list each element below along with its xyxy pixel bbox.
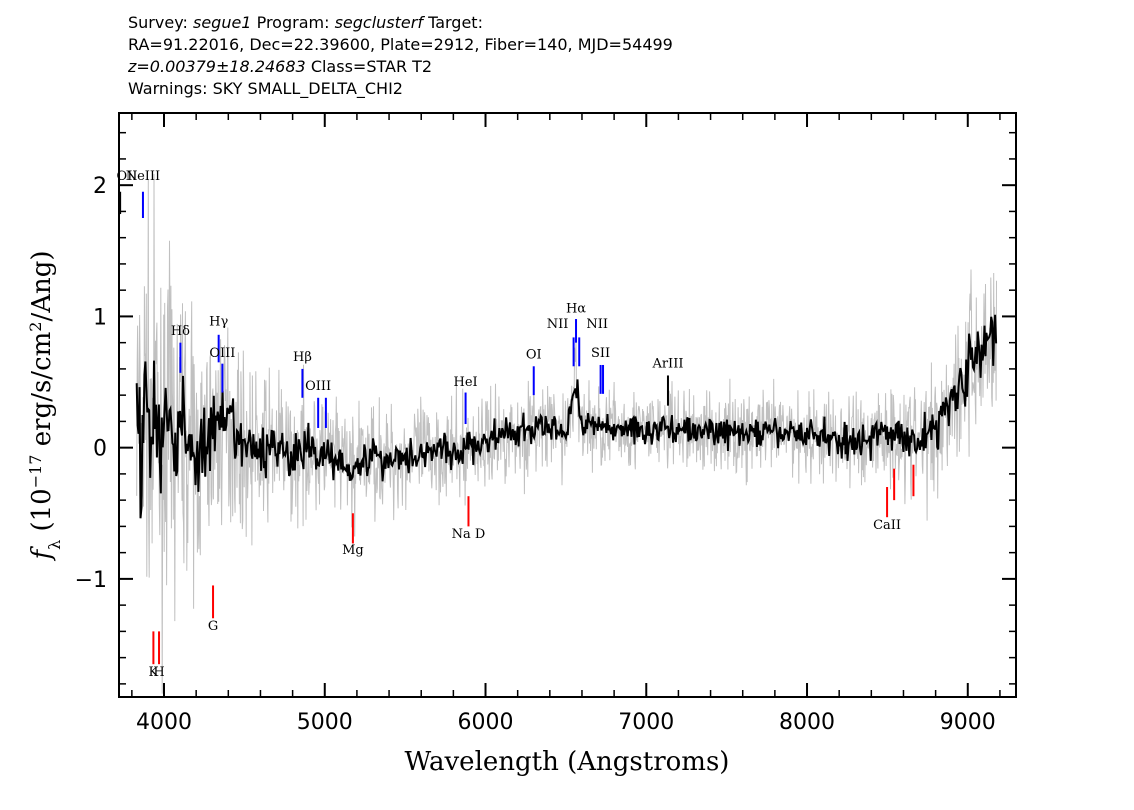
spectral-line-label: CaII	[873, 518, 901, 533]
spectral-line-label: OI	[526, 347, 542, 362]
plot-frame	[118, 112, 1017, 698]
x-tick-label: 7000	[618, 710, 674, 735]
spectral-line-label: OIII	[305, 379, 331, 394]
x-tick-label: 8000	[779, 710, 835, 735]
class-value: Class=STAR T2	[310, 57, 433, 76]
spectral-line-label: OII	[117, 169, 138, 184]
x-tick-label: 9000	[940, 710, 996, 735]
spectral-line-label: Hδ	[171, 324, 190, 339]
target-label: Target:	[428, 13, 483, 32]
flux-series-line	[135, 314, 998, 519]
y-tick-label: −1	[75, 568, 107, 593]
spectral-line-label: Hα	[566, 301, 586, 316]
redshift-value: z=0.00379±18.24683	[128, 57, 306, 76]
y-axis-title: fλ (10−17 erg/s/cm2/Ang)	[26, 250, 64, 561]
spectral-line-label: Na D	[452, 527, 486, 542]
x-tick-label: 6000	[458, 710, 514, 735]
spectral-line-label: NII	[547, 317, 569, 332]
survey-label: Survey:	[128, 13, 188, 32]
x-axis-title: Wavelength (Angstroms)	[405, 747, 730, 777]
axis-ticks: 4000 5000 6000 7000 8000 9000 −1 0 1 2	[75, 113, 1016, 735]
spectral-line-label: Hγ	[209, 315, 228, 330]
header-line-warnings: Warnings: SKY SMALL_DELTA_CHI2	[128, 79, 403, 98]
spectral-line-label: Hβ	[293, 350, 312, 365]
spectral-line-label: SII	[591, 346, 610, 361]
program-value: segclusterf	[334, 13, 423, 32]
spectral-line-label: HeI	[453, 375, 477, 390]
program-label: Program:	[256, 13, 330, 32]
y-tick-label: 0	[93, 437, 107, 462]
spectrum-header: Survey: segue1 Program: segclusterf Targ…	[128, 12, 673, 100]
spectral-line-label: Mg	[342, 543, 364, 558]
header-line-survey: Survey: segue1 Program: segclusterf Targ…	[128, 12, 673, 34]
spectral-line-label: NII	[586, 317, 608, 332]
x-tick-label: 5000	[297, 710, 353, 735]
spectral-line-label: OIII	[209, 346, 235, 361]
header-line-redshift: z=0.00379±18.24683 Class=STAR T2	[128, 56, 673, 78]
survey-value: segue1	[192, 13, 252, 32]
spectral-line-label: ArIII	[651, 357, 683, 372]
y-tick-label: 2	[93, 174, 107, 199]
header-line-coordinates: RA=91.22016, Dec=22.39600, Plate=2912, F…	[128, 35, 673, 54]
y-tick-label: 1	[93, 305, 107, 330]
spectral-line-label: K	[149, 665, 159, 680]
x-tick-label: 4000	[136, 710, 192, 735]
spectral-line-label: NeIII	[126, 169, 160, 184]
flux-layer	[135, 314, 998, 519]
spectral-line-label: G	[208, 619, 218, 634]
spectral-line-label: H	[153, 665, 164, 680]
